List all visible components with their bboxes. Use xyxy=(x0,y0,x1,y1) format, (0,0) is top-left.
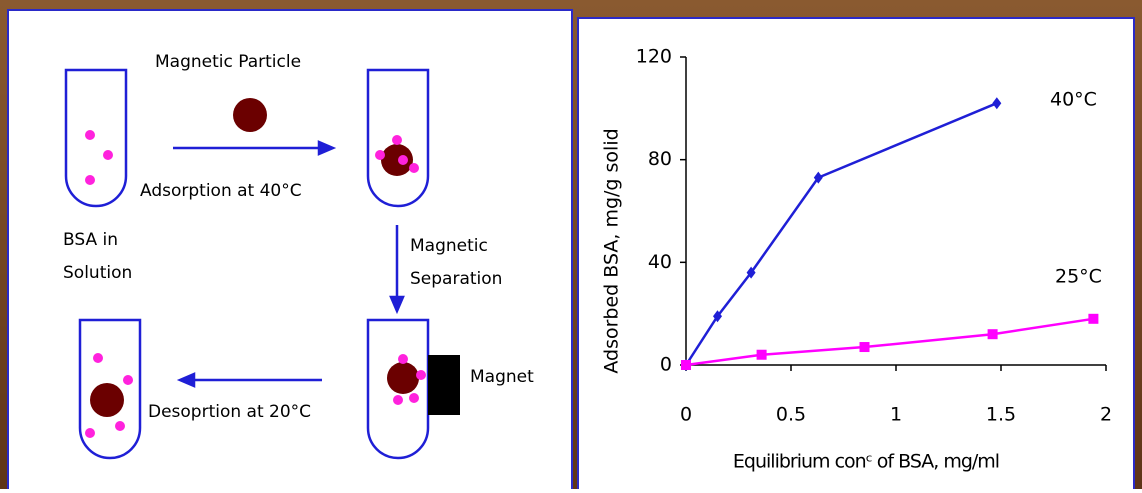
x-axis-title: Equilibrium conᶜ of BSA, mg/ml xyxy=(733,451,999,473)
y-tick-label: 120 xyxy=(636,46,672,68)
label: Magnet xyxy=(470,367,534,387)
marker xyxy=(1088,314,1098,324)
protein xyxy=(393,395,403,405)
tube xyxy=(66,70,126,206)
label: Solution xyxy=(63,263,132,283)
marker xyxy=(681,360,691,370)
y-tick-label: 40 xyxy=(648,251,672,273)
label: Magnetic Particle xyxy=(155,52,301,72)
protein xyxy=(398,354,408,364)
label: Desoprtion at 20°C xyxy=(148,402,311,422)
protein xyxy=(123,375,133,385)
label: Separation xyxy=(410,269,502,289)
protein xyxy=(409,163,419,173)
marker xyxy=(757,350,767,360)
slide: Magnetic Particle Adsorption at 40°C BSA… xyxy=(0,0,1142,489)
label: Magnetic xyxy=(410,236,488,256)
label: Adsorption at 40°C xyxy=(140,181,302,201)
series-label: 40°C xyxy=(1050,89,1097,111)
x-tick-label: 1 xyxy=(890,404,902,426)
protein xyxy=(85,130,95,140)
x-tick-label: 1.5 xyxy=(986,404,1016,426)
protein xyxy=(85,175,95,185)
particle xyxy=(381,144,413,176)
y-axis-title: Adsorbed BSA, mg/g solid xyxy=(601,128,623,373)
y-tick-label: 80 xyxy=(648,148,672,170)
marker xyxy=(988,329,998,339)
protein xyxy=(398,155,408,165)
x-tick-label: 2 xyxy=(1100,404,1112,426)
particle xyxy=(90,383,124,417)
x-tick-label: 0.5 xyxy=(776,404,806,426)
magnet xyxy=(428,355,460,415)
x-tick-label: 0 xyxy=(680,404,692,426)
protein xyxy=(375,150,385,160)
marker xyxy=(860,342,870,352)
label: BSA in xyxy=(63,230,118,250)
protein xyxy=(392,135,402,145)
protein xyxy=(416,370,426,380)
protein xyxy=(409,393,419,403)
protein xyxy=(115,421,125,431)
series-label: 25°C xyxy=(1055,266,1102,288)
protein xyxy=(93,353,103,363)
protein xyxy=(85,428,95,438)
particle xyxy=(387,362,419,394)
particle xyxy=(233,98,267,132)
y-tick-label: 0 xyxy=(660,354,672,376)
protein xyxy=(103,150,113,160)
